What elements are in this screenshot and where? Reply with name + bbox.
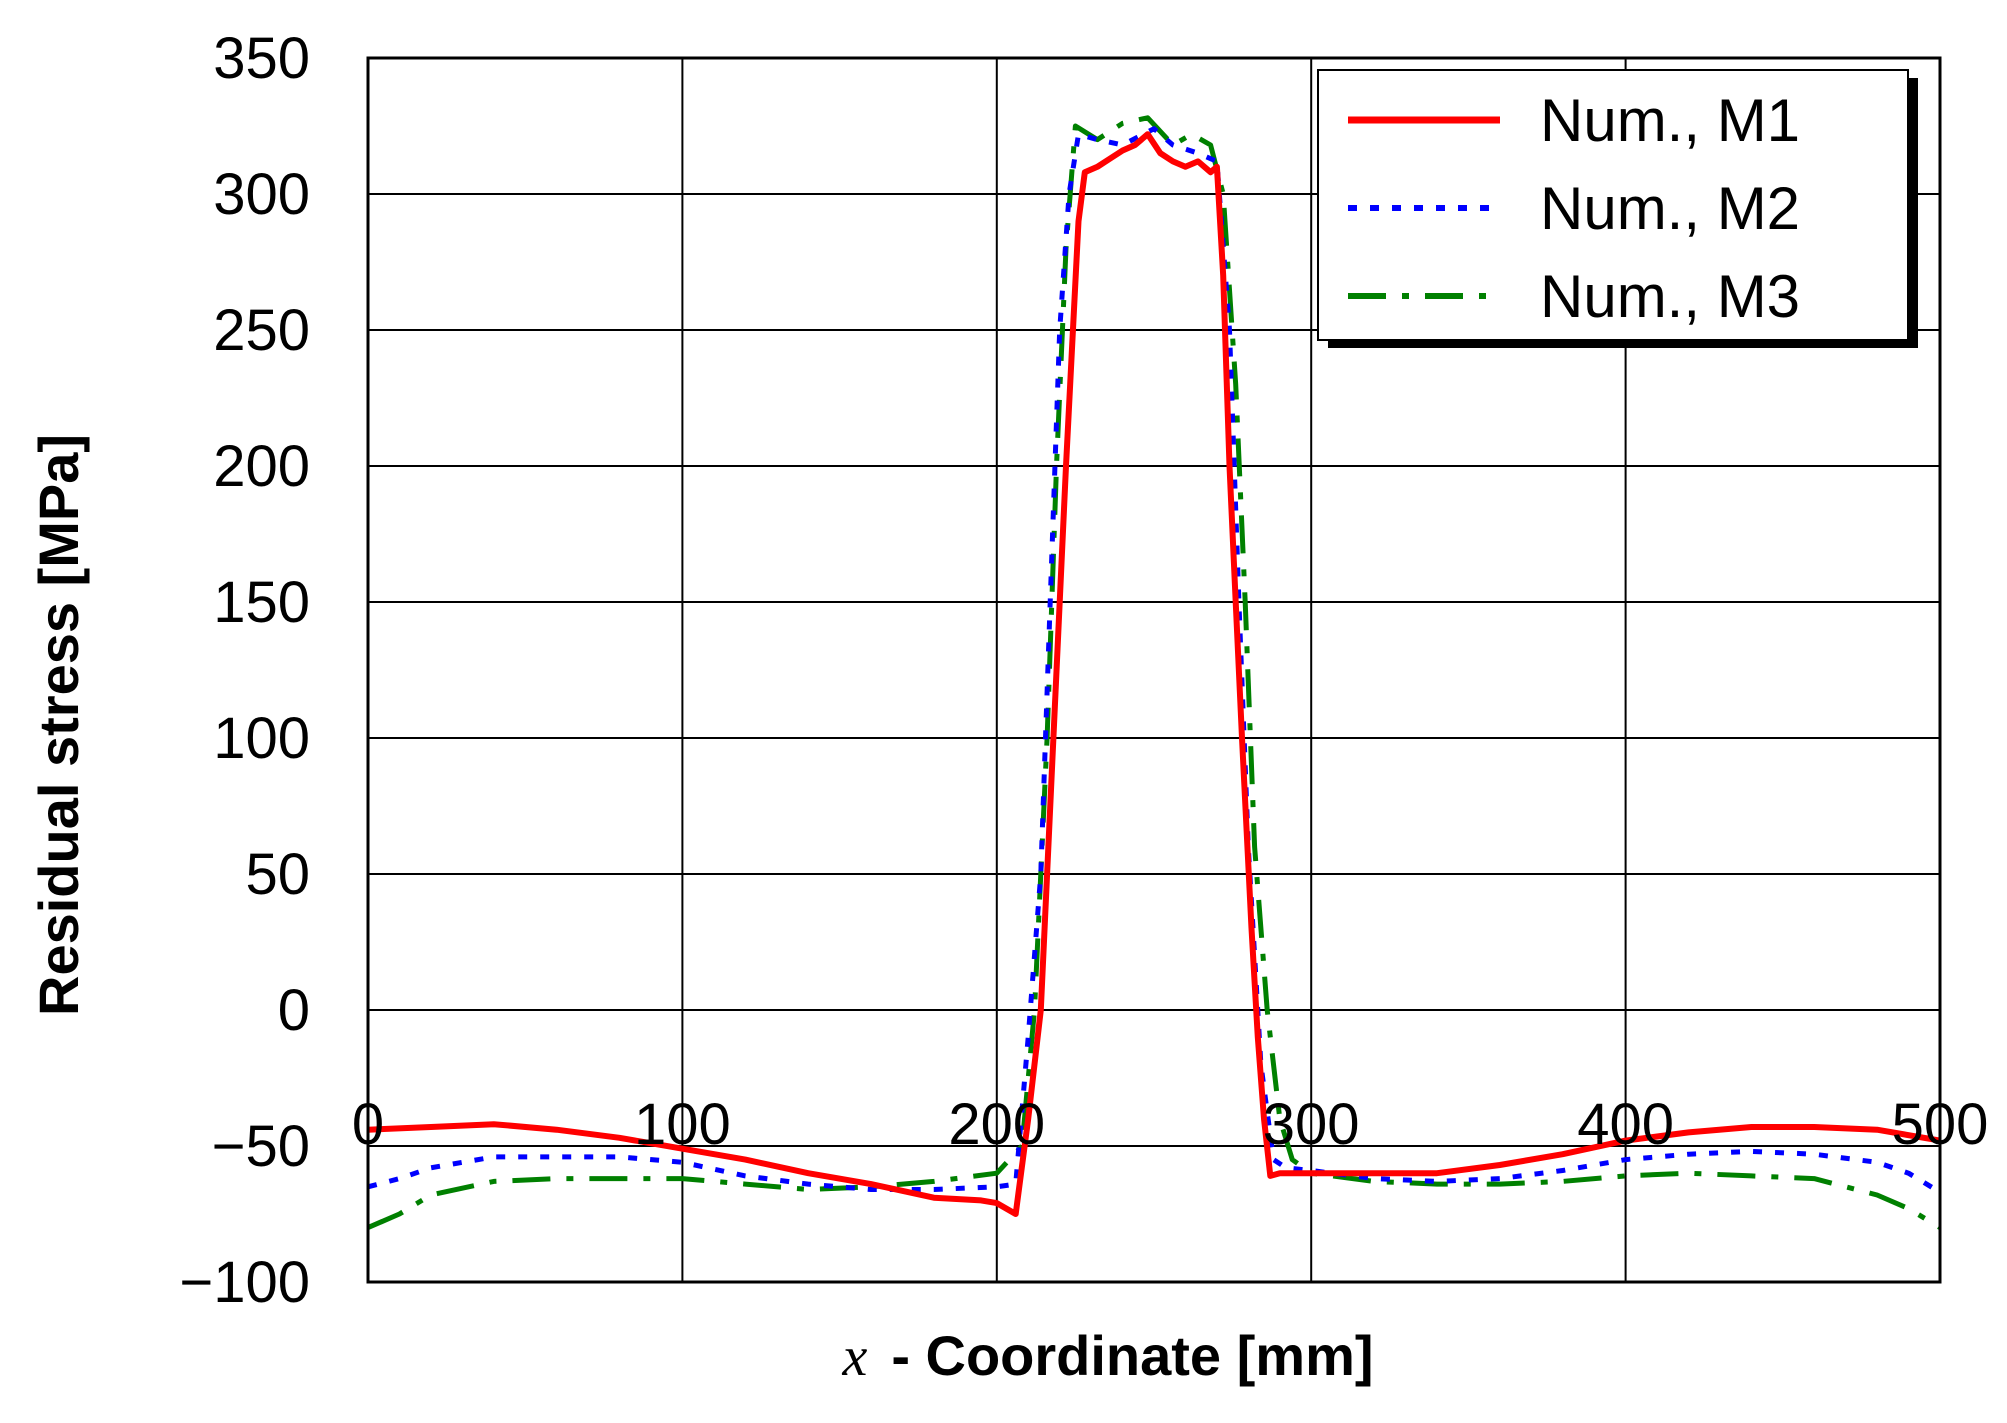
x-axis-label-text: - Coordinate [mm] [891,1324,1373,1387]
x-tick-label: 100 [634,1092,731,1157]
y-tick-label: −100 [179,1250,310,1315]
y-tick-label: 300 [213,162,310,227]
series-line-2 [367,126,1942,1195]
series-layer [367,115,1942,1230]
y-tick-label: 0 [278,978,310,1043]
plot-frame [366,56,1942,1284]
legend-label-2: Num., M2 [1540,175,1800,242]
x-tick-label: 500 [1892,1092,1989,1157]
x-axis-variable: x [841,1326,867,1388]
y-axis-title: Residual stress [MPa] [27,434,90,1016]
x-tick-label: 0 [352,1092,384,1157]
y-tick-label: 250 [213,298,310,363]
x-tick-label: 400 [1577,1092,1674,1157]
legend-label-1: Num., M1 [1540,87,1800,154]
legend: Num., M1 Num., M2 Num., M3 [1317,69,1918,348]
legend-label-3: Num., M3 [1540,263,1800,330]
x-axis-title: x - Coordinate [mm] [841,1324,1373,1388]
y-tick-label: 350 [213,26,310,91]
y-tick-label: 100 [213,706,310,771]
tick-label-layer: −100 −50 0 50 100 150 200 250 300 350 0 100 200 300 40… [179,26,1988,1315]
y-tick-label: 150 [213,570,310,635]
legend-items: Num., M1 Num., M2 Num., M3 [1348,87,1800,330]
series-line-3 [367,115,1942,1230]
series-line-1 [367,131,1941,1217]
y-tick-label: −50 [212,1114,310,1179]
x-tick-label: 200 [948,1092,1045,1157]
x-tick-label: 300 [1263,1092,1360,1157]
y-tick-label: 50 [245,842,310,907]
y-tick-label: 200 [213,434,310,499]
